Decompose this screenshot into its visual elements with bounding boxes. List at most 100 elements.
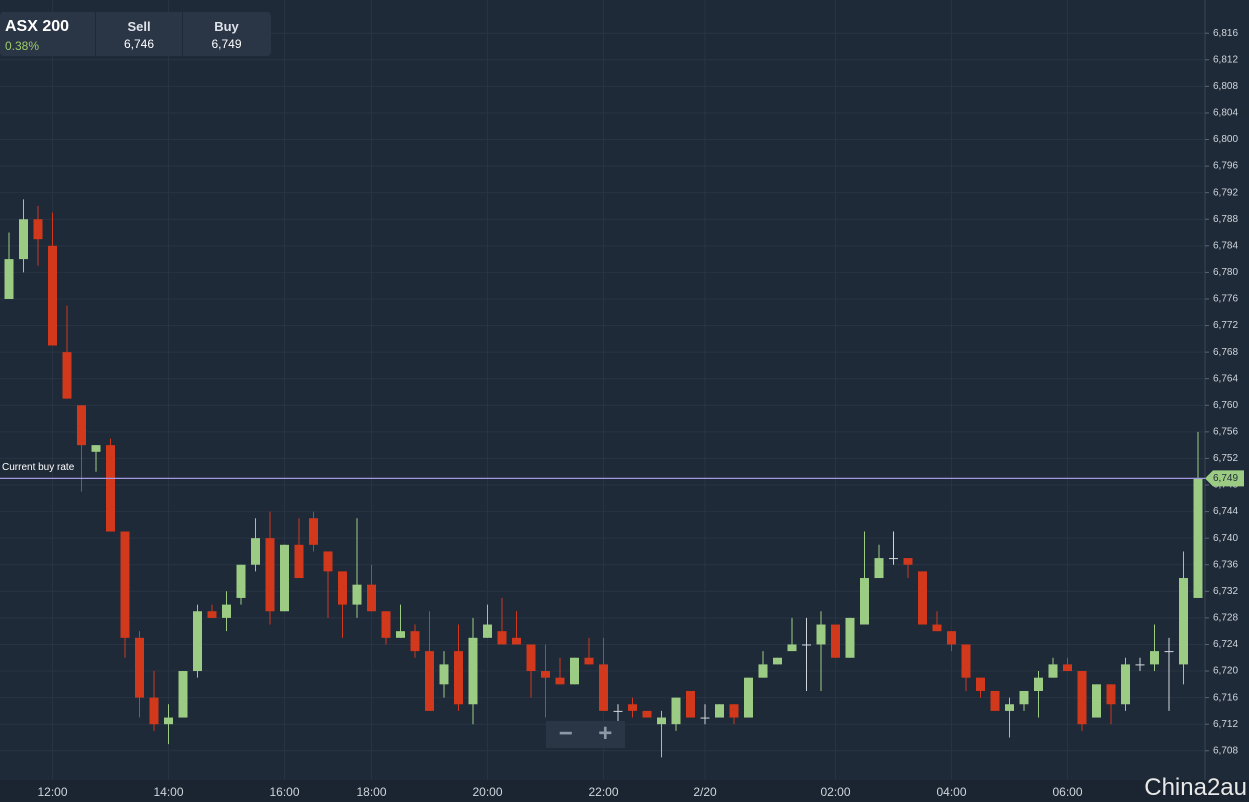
candle-body	[106, 445, 115, 532]
y-tick-label: 6,736	[1213, 559, 1238, 570]
y-tick-label: 6,776	[1213, 294, 1238, 305]
buy-cell[interactable]: Buy 6,749	[183, 12, 270, 56]
candle-body	[1150, 651, 1159, 665]
candle-body	[91, 445, 101, 452]
candle-body	[512, 637, 521, 645]
candle-body	[497, 631, 507, 645]
candle-body	[932, 624, 942, 632]
candle-body	[265, 538, 275, 612]
candle-body	[686, 690, 695, 718]
candle-body	[802, 644, 811, 646]
y-tick-label: 6,788	[1213, 214, 1238, 225]
candle-body	[251, 538, 260, 565]
y-tick-label: 6,816	[1213, 28, 1238, 39]
candle-body	[1179, 578, 1188, 665]
candle-body	[555, 677, 565, 685]
x-tick-label: 22:00	[588, 785, 618, 799]
watermark: China2au	[1144, 774, 1247, 801]
candle-body	[439, 664, 449, 685]
y-tick-label: 6,768	[1213, 347, 1238, 358]
x-tick-label: 12:00	[37, 785, 67, 799]
y-tick-label: 6,744	[1213, 506, 1238, 517]
x-tick-label: 18:00	[356, 785, 386, 799]
instrument: ASX 200	[5, 18, 70, 35]
y-tick-label: 6,728	[1213, 613, 1238, 624]
candle-body	[1005, 704, 1014, 711]
candle-body	[1019, 690, 1029, 705]
candle-body	[19, 219, 28, 260]
candle-body	[1063, 664, 1072, 672]
candle-body	[1048, 664, 1058, 678]
candle-body	[280, 544, 289, 612]
x-tick-label: 02:00	[820, 785, 850, 799]
candle-body	[526, 644, 536, 672]
candle-body	[483, 624, 492, 638]
candle-body	[33, 219, 43, 240]
candle-body	[584, 657, 594, 665]
y-tick-label: 6,784	[1213, 240, 1238, 251]
candle-body	[1164, 651, 1174, 653]
x-tick-label: 04:00	[936, 785, 966, 799]
candle-body	[628, 704, 637, 711]
candle-body	[135, 637, 144, 698]
candle-body	[990, 690, 1000, 711]
sell-cell[interactable]: Sell 6,746	[96, 12, 183, 56]
y-tick-label: 6,796	[1213, 161, 1238, 172]
candle-body	[468, 637, 478, 705]
y-tick-label: 6,740	[1213, 533, 1238, 544]
candle-body	[323, 551, 333, 572]
candle-body	[787, 644, 797, 652]
sell-label: Sell	[127, 19, 151, 34]
candle-body	[149, 697, 159, 725]
candle-body	[599, 664, 608, 711]
candle-body	[729, 704, 739, 718]
candle-body	[816, 624, 826, 645]
candle-body	[874, 558, 884, 579]
candle-body	[48, 245, 57, 346]
candle-body	[947, 631, 956, 645]
candle-body	[77, 405, 86, 446]
candle-body	[1121, 664, 1130, 705]
candle-body	[1135, 664, 1145, 666]
candle-body	[381, 611, 391, 638]
zoom-in[interactable]: +	[598, 720, 613, 747]
instrument-cell[interactable]: ASX 200 0.38%	[0, 12, 96, 56]
candle-body	[700, 717, 710, 719]
sell-price: 6,746	[123, 37, 155, 51]
candle-body	[236, 564, 246, 598]
y-tick-label: 6,720	[1213, 666, 1238, 677]
candle-body	[193, 611, 202, 672]
candle-body	[120, 531, 130, 638]
zoom-controls: − +	[546, 721, 625, 748]
buy-label: Buy	[214, 19, 239, 34]
candle-body	[744, 677, 753, 718]
candle-body	[613, 710, 623, 712]
y-tick-label: 6,708	[1213, 745, 1238, 756]
candle-body	[671, 697, 681, 725]
current-rate-value: 6,749	[1213, 473, 1238, 484]
candle-body	[1193, 478, 1203, 598]
candle-body	[1106, 684, 1116, 705]
current-rate-tag	[1205, 470, 1244, 487]
y-tick-label: 6,808	[1213, 81, 1238, 92]
candle-body	[570, 657, 579, 685]
y-tick-label: 6,792	[1213, 187, 1238, 198]
y-tick-label: 6,712	[1213, 719, 1238, 730]
y-tick-label: 6,752	[1213, 453, 1238, 464]
candle-body	[207, 611, 217, 618]
candle-body	[309, 518, 318, 545]
x-tick-label: 20:00	[472, 785, 502, 799]
y-tick-label: 6,756	[1213, 426, 1238, 437]
candle-body	[222, 604, 231, 618]
candle-body	[338, 571, 347, 605]
zoom-out[interactable]: −	[558, 720, 573, 747]
y-tick-label: 6,732	[1213, 586, 1238, 597]
y-tick-label: 6,760	[1213, 400, 1238, 411]
candle-body	[918, 571, 927, 625]
current-rate-label: Current buy rate	[2, 462, 75, 473]
candle-body	[657, 717, 666, 725]
candle-body	[773, 657, 782, 665]
candle-body	[831, 624, 840, 658]
candle-body	[294, 544, 304, 579]
x-axis-strip	[0, 780, 1249, 802]
